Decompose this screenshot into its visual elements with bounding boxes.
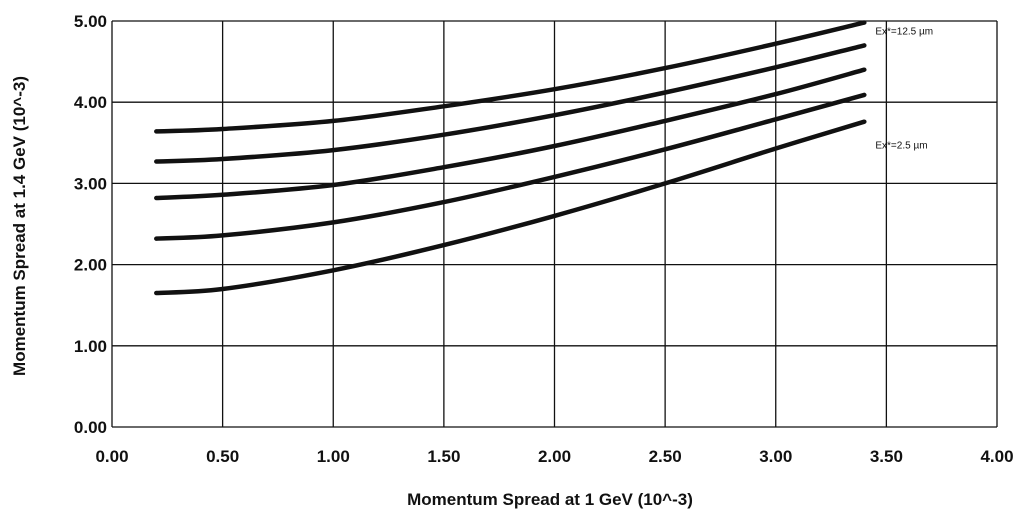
x-tick-labels: 0.00 0.50 1.00 1.50 2.00 2.50 3.00 3.50 4.00 bbox=[95, 447, 1013, 466]
x-tick-label-5: 2.50 bbox=[649, 447, 682, 466]
annotations: Ex*=12.5 µm Ex*=2.5 µm bbox=[875, 27, 933, 152]
series-group bbox=[154, 20, 867, 296]
series-line-5 bbox=[154, 119, 867, 296]
y-tick-label-2: 2.00 bbox=[74, 256, 107, 275]
x-tick-label-1: 0.50 bbox=[206, 447, 239, 466]
series-line-1 bbox=[154, 20, 867, 134]
annotation-2: Ex*=2.5 µm bbox=[875, 140, 927, 151]
series-line-4 bbox=[154, 92, 867, 241]
x-tick-label-4: 2.00 bbox=[538, 447, 571, 466]
x-axis-title: Momentum Spread at 1 GeV (10^-3) bbox=[407, 490, 693, 509]
y-tick-label-0: 0.00 bbox=[74, 418, 107, 437]
y-tick-label-4: 4.00 bbox=[74, 93, 107, 112]
y-tick-label-1: 1.00 bbox=[74, 337, 107, 356]
x-tick-label-7: 3.50 bbox=[870, 447, 903, 466]
y-tick-labels: 0.00 1.00 2.00 3.00 4.00 5.00 bbox=[74, 12, 107, 437]
x-tick-label-0: 0.00 bbox=[95, 447, 128, 466]
x-tick-label-8: 4.00 bbox=[980, 447, 1013, 466]
x-tick-label-6: 3.00 bbox=[759, 447, 792, 466]
x-tick-label-2: 1.00 bbox=[317, 447, 350, 466]
grid-lines bbox=[111, 20, 998, 428]
y-axis-title: Momentum Spread at 1.4 GeV (10^-3) bbox=[10, 76, 29, 376]
series-line-3 bbox=[154, 67, 867, 201]
series-line-2 bbox=[154, 43, 867, 164]
x-tick-label-3: 1.50 bbox=[427, 447, 460, 466]
y-tick-label-5: 5.00 bbox=[74, 12, 107, 31]
y-tick-label-3: 3.00 bbox=[74, 174, 107, 193]
annotation-1: Ex*=12.5 µm bbox=[875, 27, 933, 38]
